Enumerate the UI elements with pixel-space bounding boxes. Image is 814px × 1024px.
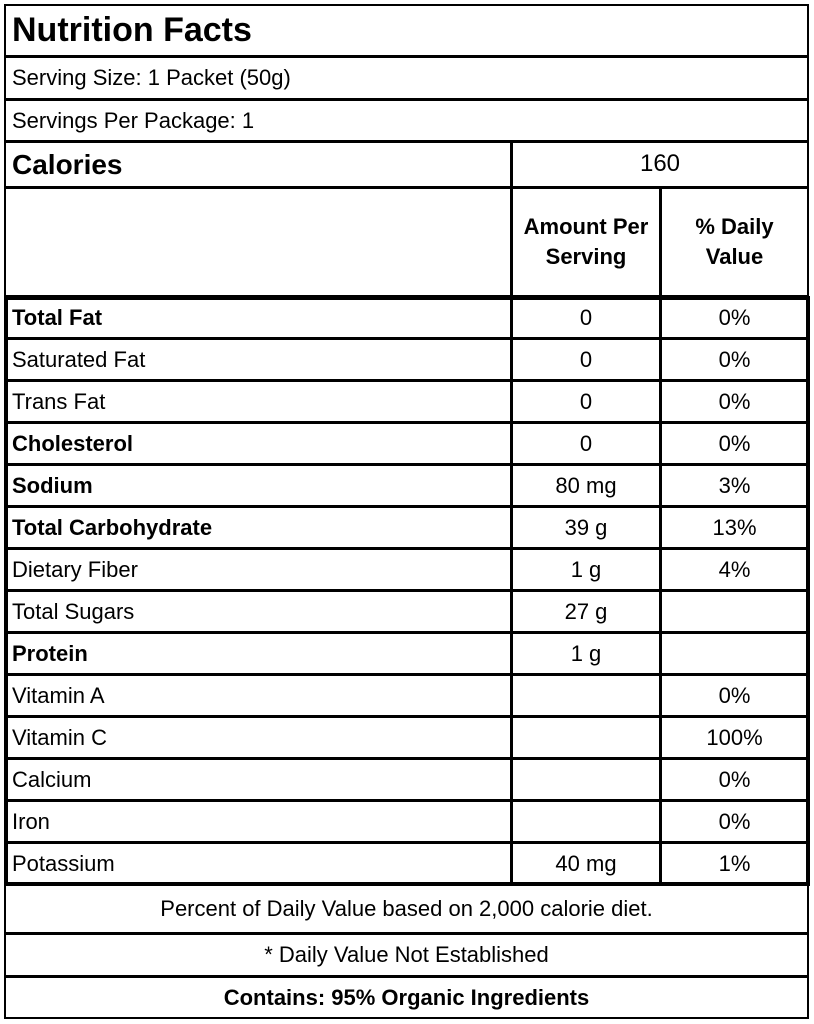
row-daily: 3% xyxy=(660,464,809,507)
row-label: Sodium xyxy=(4,464,512,507)
footnote: * Daily Value Not Established xyxy=(4,933,809,977)
row-label: Iron xyxy=(4,800,512,843)
row-amount: 0 xyxy=(511,422,661,465)
row-daily: 0% xyxy=(660,422,809,465)
row-label: Trans Fat xyxy=(4,380,512,423)
row-amount: 80 mg xyxy=(511,464,661,507)
row-label: Vitamin C xyxy=(4,716,512,759)
row-daily: 1% xyxy=(660,842,809,885)
row-label: Cholesterol xyxy=(4,422,512,465)
row-label: Saturated Fat xyxy=(4,338,512,381)
header-amount: Amount Per Serving xyxy=(511,187,661,297)
row-amount: 0 xyxy=(511,338,661,381)
row-label: Total Carbohydrate xyxy=(4,506,512,549)
row-daily: 100% xyxy=(660,716,809,759)
row-amount xyxy=(511,800,661,843)
footnote: Contains: 95% Organic Ingredients xyxy=(4,976,809,1019)
row-label: Calcium xyxy=(4,758,512,801)
row-amount: 0 xyxy=(511,296,661,339)
row-amount: 39 g xyxy=(511,506,661,549)
row-daily: 0% xyxy=(660,296,809,339)
row-daily: 0% xyxy=(660,800,809,843)
row-daily: 13% xyxy=(660,506,809,549)
row-amount xyxy=(511,758,661,801)
row-amount: 1 g xyxy=(511,632,661,675)
title: Nutrition Facts xyxy=(4,4,809,57)
row-daily: 0% xyxy=(660,338,809,381)
row-label: Total Sugars xyxy=(4,590,512,633)
row-amount xyxy=(511,716,661,759)
row-daily xyxy=(660,590,809,633)
calories-value: 160 xyxy=(511,141,809,188)
row-daily xyxy=(660,632,809,675)
header-blank xyxy=(4,187,512,297)
row-label: Dietary Fiber xyxy=(4,548,512,591)
header-daily: % Daily Value xyxy=(660,187,809,297)
servings-per-package: Servings Per Package: 1 xyxy=(4,99,809,142)
row-label: Total Fat xyxy=(4,296,512,339)
footnote: Percent of Daily Value based on 2,000 ca… xyxy=(4,884,809,934)
row-daily: 0% xyxy=(660,674,809,717)
row-amount: 40 mg xyxy=(511,842,661,885)
row-amount: 1 g xyxy=(511,548,661,591)
row-amount: 27 g xyxy=(511,590,661,633)
row-daily: 4% xyxy=(660,548,809,591)
row-amount: 0 xyxy=(511,380,661,423)
row-daily: 0% xyxy=(660,380,809,423)
serving-size: Serving Size: 1 Packet (50g) xyxy=(4,56,809,100)
calories-label: Calories xyxy=(4,141,512,188)
row-label: Potassium xyxy=(4,842,512,885)
row-daily: 0% xyxy=(660,758,809,801)
row-label: Vitamin A xyxy=(4,674,512,717)
row-amount xyxy=(511,674,661,717)
row-label: Protein xyxy=(4,632,512,675)
